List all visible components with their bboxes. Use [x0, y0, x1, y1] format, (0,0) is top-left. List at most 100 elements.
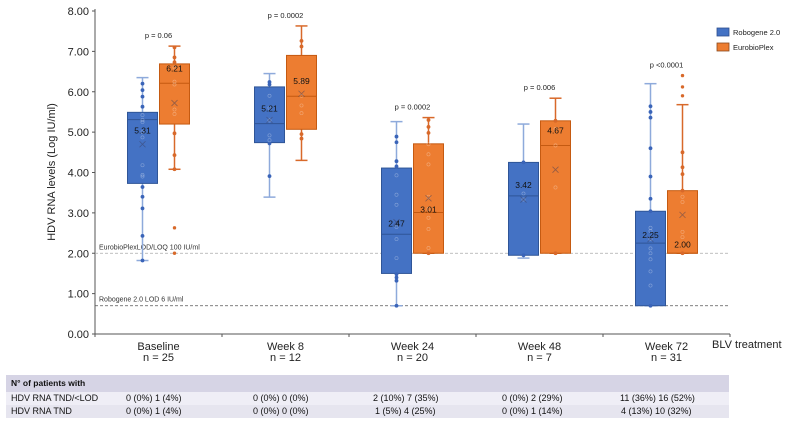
median-value-label: 3.42 [515, 180, 532, 190]
box-eurobioplex: 5.89 [286, 25, 317, 162]
table-row: HDV RNA TND/<LOD 0 (0%) 1 (4%) 0 (0%) 0 … [6, 392, 729, 405]
data-point [426, 152, 431, 157]
mean-marker [298, 90, 305, 98]
median-value-label: 5.31 [134, 126, 151, 136]
x-category-label: Week 24 [391, 341, 434, 353]
box-robogene: 5.31 [127, 76, 158, 263]
data-point [680, 194, 685, 199]
cell: 1 (5%) 4 (25%) [375, 406, 436, 416]
box-eurobioplex: 4.67 [540, 97, 571, 256]
mean-marker [520, 196, 527, 203]
box-robogene: 2.25 [635, 82, 666, 308]
data-point [299, 136, 304, 141]
data-point [648, 257, 653, 262]
data-point [426, 215, 431, 220]
box-robogene: 2.47 [381, 120, 412, 308]
data-point [680, 229, 685, 234]
data-point [172, 79, 177, 84]
data-point [680, 200, 685, 204]
data-point [394, 278, 399, 283]
data-point [267, 118, 272, 123]
data-point [648, 104, 653, 109]
data-point [394, 256, 399, 260]
data-point [172, 167, 177, 172]
data-point [267, 138, 272, 143]
median-value-label: 5.89 [293, 76, 310, 86]
data-point [680, 150, 685, 155]
data-point [140, 194, 145, 199]
data-point [426, 131, 431, 135]
legend: Robogene 2.0 EurobioPlex [716, 27, 780, 52]
data-point [140, 258, 145, 263]
legend-label-robogene: Robogene 2.0 [733, 28, 780, 37]
data-point [426, 227, 431, 231]
box-iqr [508, 161, 539, 256]
y-tick-label: 1.00 [68, 289, 89, 301]
data-point [140, 173, 145, 177]
data-point [553, 126, 558, 131]
data-point [648, 196, 653, 201]
mean-marker [647, 235, 654, 243]
x-category-label: Baseline [137, 341, 179, 353]
data-point [553, 251, 558, 256]
data-point [648, 303, 653, 308]
data-point [426, 124, 431, 129]
data-point [140, 88, 145, 93]
mean-marker [679, 211, 686, 219]
cell: 0 (0%) 2 (29%) [502, 393, 563, 403]
data-point [140, 135, 145, 140]
data-point [394, 173, 399, 178]
data-point [648, 269, 653, 274]
outlier-point [680, 85, 685, 89]
group-week-48: Week 48n = 7 p = 0.006 3.42 4.67 [508, 83, 571, 364]
data-point [680, 235, 685, 240]
cell: 11 (36%) 16 (52%) [620, 393, 695, 403]
box-robogene: 3.42 [508, 123, 539, 259]
data-point [299, 79, 304, 84]
cell: 0 (0%) 1 (4%) [126, 406, 182, 416]
data-point [394, 303, 399, 308]
row-label: HDV RNA TND/<LOD [11, 393, 99, 403]
data-point [553, 118, 558, 123]
data-point [521, 191, 526, 196]
data-point [680, 251, 685, 256]
mean-marker [552, 166, 559, 173]
data-point [394, 159, 399, 164]
data-point [394, 140, 399, 145]
data-point [394, 237, 399, 242]
p-value-label: p = 0.006 [524, 83, 556, 92]
data-point [521, 253, 526, 258]
box-iqr [540, 120, 571, 254]
data-point [267, 141, 272, 146]
table-row: HDV RNA TND 0 (0%) 1 (4%) 0 (0%) 0 (0%) … [6, 405, 729, 418]
data-point [394, 134, 399, 139]
data-point [426, 206, 431, 211]
box-iqr [159, 63, 190, 125]
box-iqr [254, 86, 285, 144]
box-iqr [667, 190, 698, 254]
x-category-n: n = 31 [651, 352, 682, 364]
data-point [521, 160, 526, 165]
cell: 0 (0%) 0 (0%) [253, 406, 309, 416]
y-axis-label: HDV RNA levels (Log IU/ml) [46, 103, 58, 241]
mean-marker [139, 140, 146, 148]
data-point [394, 225, 399, 229]
legend-label-eurobioplex: EurobioPlex [733, 43, 774, 52]
box-plot-chart: 0.00 1.00 2.00 3.00 4.00 5.00 6.00 7.00 8.00 Eur… [46, 6, 782, 364]
data-point [267, 174, 272, 179]
y-tick-label: 0.00 [68, 329, 89, 341]
data-point [140, 163, 145, 168]
median-value-label: 2.25 [642, 230, 659, 240]
data-point [172, 107, 177, 112]
data-point [648, 229, 653, 233]
data-point [299, 38, 304, 43]
data-point [680, 172, 685, 177]
data-point [140, 94, 145, 99]
data-point [140, 104, 145, 109]
x-category-n: n = 25 [143, 352, 174, 364]
data-point [680, 188, 685, 193]
box-eurobioplex: 6.21 [159, 45, 190, 255]
median-value-label: 3.01 [420, 204, 437, 214]
outlier-point [680, 73, 685, 78]
data-point [648, 146, 653, 151]
